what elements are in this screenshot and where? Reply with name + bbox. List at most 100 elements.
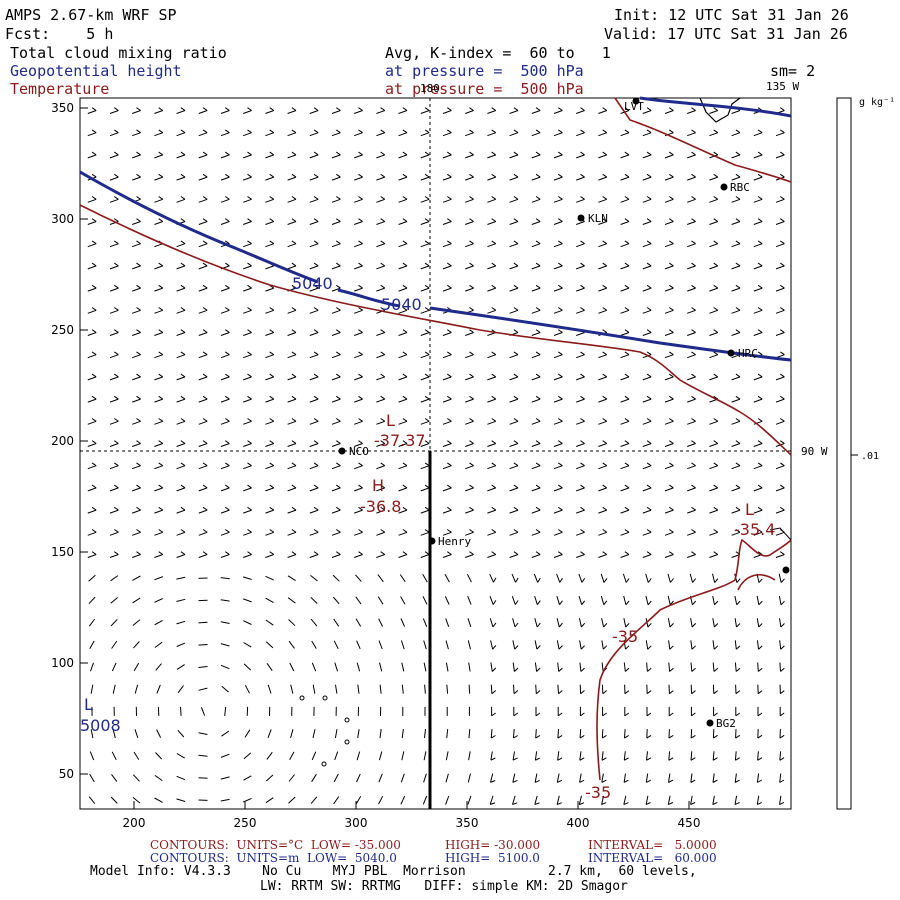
wind-barb (154, 576, 163, 581)
wind-barb (531, 329, 541, 336)
wind-barb (132, 440, 141, 447)
wind-barb (176, 576, 186, 580)
wind-barb (531, 551, 541, 558)
wind-barb (221, 685, 229, 693)
wind-barb (220, 621, 230, 624)
wind-barb (354, 462, 363, 470)
wind-barb (553, 395, 563, 403)
wind-barb (87, 129, 97, 137)
wind-barb (731, 395, 741, 403)
wind-barb (400, 773, 405, 783)
wind-barb (420, 440, 430, 447)
wind-barb (487, 107, 497, 114)
wind-barb (290, 684, 294, 694)
wind-barb (132, 351, 141, 359)
wind-barb (176, 753, 185, 759)
wind-barb (398, 418, 408, 425)
wind-barb (620, 440, 630, 447)
wind-barb (598, 107, 608, 114)
wind-barb (576, 240, 585, 248)
footer-height-contours: CONTOURS: UNITS=m LOW= 5040.0 (150, 851, 397, 865)
wind-barb (509, 418, 519, 425)
wind-barb (620, 262, 630, 270)
wind-barb (354, 440, 363, 447)
wind-barb (109, 373, 119, 381)
wind-barb (266, 751, 273, 760)
wind-barb (398, 240, 408, 248)
wind-barb (557, 684, 563, 695)
wind-barb (376, 173, 386, 181)
wind-barb (155, 663, 162, 671)
wind-barb (423, 662, 427, 672)
wind-barb (132, 151, 141, 159)
wind-barb (664, 462, 674, 470)
wind-barb (642, 129, 652, 137)
wind-barb (553, 218, 563, 225)
wind-barb (132, 484, 141, 492)
cloud-markers (299, 695, 350, 767)
wind-barb (646, 684, 652, 695)
wind-barb (331, 529, 341, 536)
wind-barb (309, 418, 319, 425)
wind-barb (378, 751, 383, 761)
wind-barb (111, 662, 117, 672)
wind-barb (775, 307, 785, 314)
wind-barb (265, 196, 275, 203)
wind-barb (176, 551, 186, 558)
wind-barb (132, 551, 141, 558)
wind-barb (176, 196, 186, 203)
wind-barb (779, 706, 785, 717)
wind-barb (531, 107, 541, 114)
wind-barb (489, 795, 496, 805)
wind-barb (600, 595, 608, 606)
wind-barb (535, 684, 541, 695)
wind-barb (309, 107, 319, 114)
wind-barb (553, 440, 563, 447)
wind-barb (220, 373, 230, 381)
wind-barb (534, 640, 541, 650)
wind-barb (88, 574, 96, 582)
wind-barb (709, 129, 719, 137)
wind-barb (487, 395, 497, 403)
wind-barb (87, 329, 97, 336)
wind-barb (132, 173, 141, 181)
wind-barb (176, 307, 186, 314)
wind-barb (420, 284, 430, 292)
wind-barb (198, 129, 208, 137)
wind-barb (667, 573, 674, 583)
wind-barb (553, 262, 563, 270)
wind-barb (331, 418, 341, 425)
wind-barb (465, 418, 474, 425)
wind-barb (377, 596, 384, 605)
wind-barb (690, 751, 696, 761)
stations: LVT RBC KLN HRC NCO Henry BG2 (338, 97, 790, 730)
wind-barb (712, 729, 718, 739)
wind-barb (531, 462, 541, 470)
wind-barb (422, 574, 428, 583)
wind-barb (598, 173, 608, 181)
wind-barb (620, 529, 630, 536)
wind-barb (645, 573, 652, 583)
wind-barb (664, 551, 674, 558)
field-cloud-label: Total cloud mixing ratio (10, 44, 227, 62)
footer-physics: LW: RRTM SW: RRTMG DIFF: simple KM: 2D S… (260, 879, 628, 894)
wind-barb (531, 173, 541, 181)
wind-barb (265, 373, 275, 381)
wind-barb (576, 462, 585, 470)
wind-barb (775, 395, 785, 403)
wind-barb (735, 684, 741, 695)
wind-barb (620, 173, 630, 181)
wind-barb (376, 373, 386, 381)
wind-barb (176, 462, 186, 470)
wind-barb (601, 618, 608, 628)
wind-barb (642, 218, 652, 225)
wind-barb (642, 196, 652, 203)
low-center-value: -37.37 (374, 431, 426, 450)
wind-barb (646, 662, 652, 672)
wind-barb (398, 351, 408, 359)
wind-barb (731, 240, 741, 248)
wind-barb (598, 506, 608, 514)
wind-barb (489, 596, 497, 605)
wind-barb (442, 196, 452, 203)
wind-barb (331, 329, 341, 336)
